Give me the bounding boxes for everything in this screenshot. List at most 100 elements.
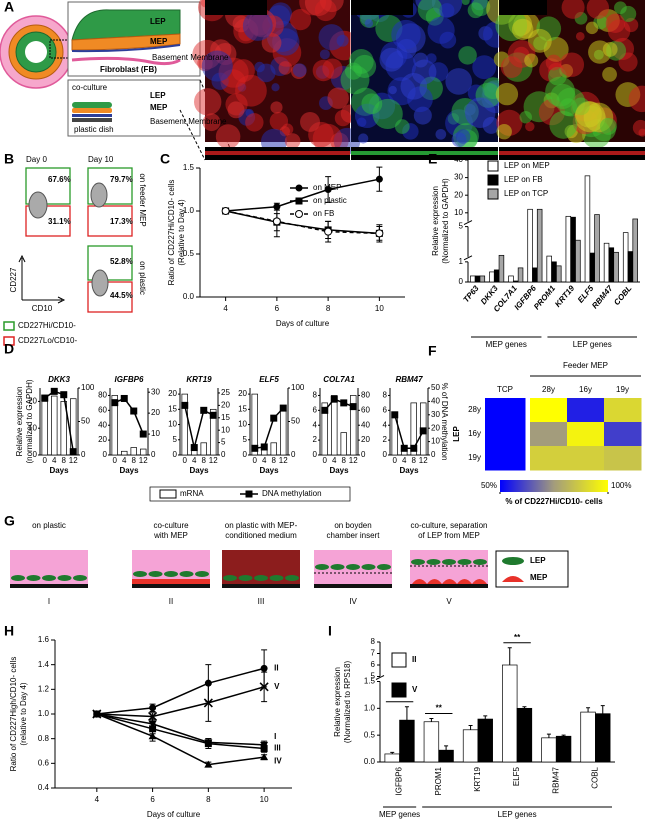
y-tick-label: 5	[243, 435, 248, 444]
error-bar	[444, 745, 449, 751]
bar	[570, 216, 576, 283]
lep-cell	[442, 559, 456, 565]
significance: **	[514, 633, 521, 642]
x-axis-title: Days	[119, 466, 139, 475]
y2-tick-label: 10	[431, 437, 440, 446]
y-axis-title: Relative expression	[15, 387, 24, 457]
x-axis-title: Days	[49, 466, 69, 475]
lep-cell	[330, 564, 345, 570]
cell-texture	[495, 82, 519, 106]
marker	[279, 404, 287, 412]
x-tick-label: 4	[262, 456, 267, 465]
colorbar	[500, 480, 608, 492]
mep-cell	[412, 579, 427, 584]
density	[90, 182, 108, 208]
lep-cell	[148, 571, 163, 577]
marker	[204, 760, 213, 768]
bar	[575, 239, 581, 283]
cell-texture	[215, 124, 241, 149]
y2-tick-label: 20	[431, 423, 440, 432]
marker	[260, 745, 268, 753]
cell-texture	[201, 50, 233, 82]
legend-label: MEP	[530, 573, 548, 582]
column-label: 19y	[616, 385, 629, 394]
column-label: TCP	[497, 385, 513, 394]
y-axis-title: Ratio of CD227Hi/CD10- cells	[167, 180, 176, 286]
series-label: IV	[274, 756, 282, 765]
x-tick-label: PROM1	[532, 283, 558, 311]
cell-texture	[300, 111, 321, 132]
error-bar	[546, 733, 551, 738]
cell-texture	[358, 133, 369, 144]
y-tick-label: 0.0	[364, 757, 376, 766]
lep-cell	[377, 564, 391, 570]
legend-label: mRNA	[180, 489, 204, 498]
cell-texture	[496, 123, 512, 140]
y-tick-label: 0.8	[38, 734, 50, 743]
y2-tick-label: 30	[151, 387, 160, 396]
y2-tick-label: 60	[361, 405, 370, 414]
y2-tick-label: 40	[431, 397, 440, 406]
y2-tick-label: 30	[431, 410, 440, 419]
bar	[556, 265, 562, 283]
axis-break	[463, 255, 473, 261]
bar	[580, 711, 596, 763]
y-tick-label: 15	[238, 404, 247, 413]
series-label: V	[274, 682, 280, 691]
marker	[272, 217, 281, 226]
marker	[324, 186, 332, 193]
cell-texture	[605, 13, 626, 34]
heat-cell	[567, 398, 605, 423]
y-axis-title: Relative expression	[431, 186, 440, 256]
condition-title: on plastic	[32, 521, 66, 530]
stain-label: DAPI	[239, 3, 258, 12]
marker	[321, 406, 329, 414]
y-tick-label: 0	[459, 277, 464, 286]
condition-numeral: III	[258, 597, 265, 606]
marker	[111, 399, 119, 407]
heat-cell	[530, 422, 568, 447]
x-tick-label: COBL	[591, 766, 600, 788]
condition-title: with MEP	[153, 531, 188, 540]
marker	[330, 395, 338, 403]
series-label: II	[274, 663, 278, 672]
condition-label: on plastic	[138, 261, 147, 295]
y-tick-label: 10	[168, 420, 177, 429]
lep-cell	[238, 575, 253, 581]
marker	[50, 387, 58, 395]
legend-label: LEP on MEP	[504, 161, 550, 170]
mrna-bar	[60, 401, 67, 456]
bar	[584, 175, 591, 283]
bar	[479, 275, 486, 283]
cell-texture	[391, 19, 421, 50]
cell-texture	[525, 121, 535, 132]
column-label: 28y	[542, 385, 555, 394]
y-axis-title: (normalized to GAPDH)	[25, 379, 34, 463]
y-tick-label: 1.0	[364, 703, 376, 712]
lep-cell	[269, 575, 284, 581]
bar	[513, 280, 519, 283]
y2-tick-label: 0	[151, 450, 156, 459]
bar	[517, 267, 524, 283]
lep-cell	[254, 575, 268, 581]
condition-title: co-culture, separation	[411, 521, 488, 530]
cell-texture	[361, 93, 383, 115]
x-tick-label: 12	[419, 456, 428, 465]
marker	[204, 679, 212, 687]
base	[222, 584, 300, 588]
lumen	[25, 41, 47, 63]
series-label: III	[274, 744, 281, 753]
y-tick-label: 5	[371, 672, 376, 681]
colorbar-title: % of CD227Hi/CD10- cells	[505, 497, 603, 506]
panel-label: F	[428, 343, 437, 359]
stain-label: KRT14	[209, 3, 235, 12]
error-bar	[483, 715, 488, 720]
axis-arrows	[21, 258, 62, 301]
bar	[438, 749, 454, 763]
y2-tick-label: 50	[431, 383, 440, 392]
y-tick-label: 80	[98, 391, 107, 400]
error-bar	[586, 707, 591, 713]
cell-texture	[511, 18, 534, 41]
x-tick-label: 8	[326, 304, 331, 313]
mrna-bar	[270, 442, 277, 456]
